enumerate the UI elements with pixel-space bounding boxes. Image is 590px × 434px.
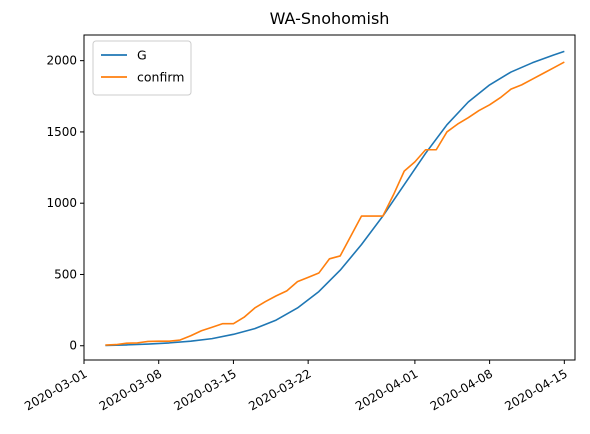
plot-frame	[83, 34, 576, 361]
y-axis: 0 500 1000 1500 2000	[46, 54, 84, 353]
y-tick-label: 1500	[46, 125, 77, 139]
x-tick-label: 2020-03-01	[22, 366, 89, 413]
x-tick-label: 2020-03-22	[246, 366, 313, 413]
chart-title: WA-Snohomish	[270, 9, 390, 28]
x-axis: 2020-03-01 2020-03-08 2020-03-15 2020-03-22…	[22, 360, 570, 413]
plot-lines	[105, 50, 565, 347]
y-tick-label: 0	[69, 339, 77, 353]
x-tick-label: 2020-03-15	[172, 366, 239, 413]
legend-label-g: G	[137, 48, 147, 63]
series-line-g	[105, 50, 565, 347]
series-line-confirm	[105, 61, 565, 346]
x-tick-label: 2020-04-01	[353, 366, 420, 413]
legend-label-confirm: confirm	[137, 70, 184, 85]
y-tick-label: 1000	[46, 196, 77, 210]
x-tick-label: 2020-03-08	[97, 366, 164, 413]
y-tick-label: 2000	[46, 54, 77, 68]
y-tick-label: 500	[54, 267, 77, 281]
x-tick-label: 2020-04-08	[428, 366, 495, 413]
x-tick-label: 2020-04-15	[502, 366, 569, 413]
